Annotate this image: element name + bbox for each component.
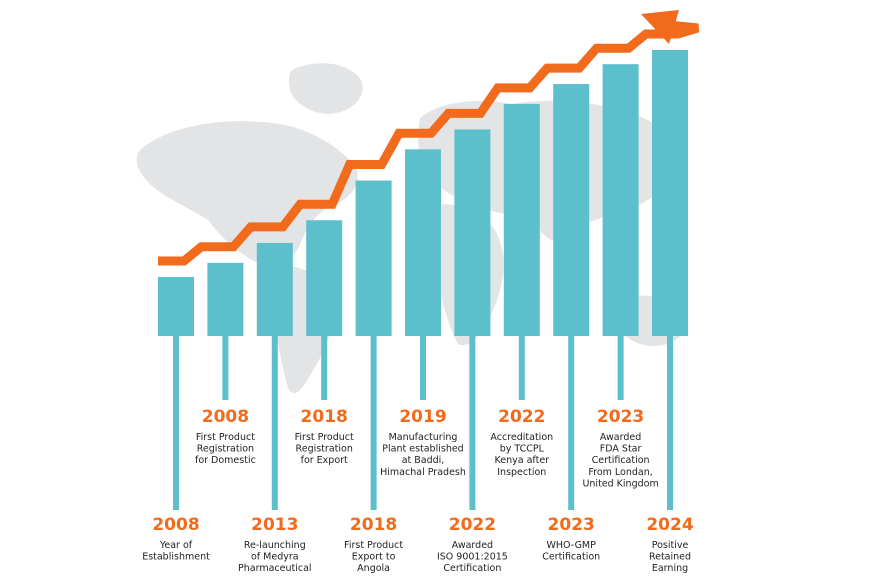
arrow-head-icon (641, 10, 679, 44)
timeline-stem (370, 334, 377, 510)
milestone-description-line: for Export (301, 455, 348, 466)
milestone-description-line: of Medyra (251, 552, 299, 563)
milestone-bar (652, 50, 688, 336)
timeline-stem (173, 334, 179, 510)
timeline-stem (420, 334, 426, 400)
milestone-year: 2024 (646, 515, 693, 535)
milestone-description-line: Manufacturing (389, 432, 458, 443)
milestone-bar (306, 220, 343, 336)
milestone-bar (355, 180, 392, 336)
timeline-stem (222, 334, 229, 400)
milestone-year: 2023 (597, 407, 644, 427)
milestone-bar (553, 84, 590, 336)
milestone-description-line: Year of (159, 540, 193, 551)
timeline-stem (271, 334, 278, 510)
milestone-description-line: by TCCPL (500, 444, 545, 455)
milestone-description-line: FDA Star (600, 444, 642, 455)
milestone-year: 2008 (202, 407, 249, 427)
milestone-description-line: Himachal Pradesh (380, 467, 466, 478)
milestone-year: 2008 (152, 515, 199, 535)
milestone-description-line: Awarded (452, 540, 493, 551)
timeline-stem (469, 334, 476, 510)
growth-bars (158, 50, 688, 336)
milestone-description-line: Awarded (600, 432, 641, 443)
milestone-description-line: for Domestic (195, 455, 256, 466)
milestone-description-line: Inspection (497, 467, 546, 478)
milestone-year: 2018 (301, 407, 348, 427)
milestone-description-line: Certification (542, 552, 600, 563)
milestone-year: 2018 (350, 515, 397, 535)
milestone-description-line: Plant established (382, 444, 463, 455)
milestone-year: 2019 (399, 407, 446, 427)
milestone-year: 2023 (548, 515, 595, 535)
timeline-stem (321, 334, 328, 400)
milestone-description-line: Registration (296, 444, 353, 455)
milestone-bar (158, 277, 194, 336)
milestone-bar (503, 103, 540, 336)
milestone-bar (602, 64, 639, 336)
milestone-description-line: Establishment (142, 552, 210, 563)
milestone-year: 2013 (251, 515, 298, 535)
milestone-description-line: Re-launching (244, 540, 306, 551)
timeline-stem (568, 334, 575, 510)
milestone-description-line: Certification (443, 563, 501, 574)
milestone-description-line: From Londan, (588, 467, 652, 478)
milestone-bar (207, 262, 244, 336)
milestone-bar (256, 242, 293, 336)
milestone-description-line: Positive (652, 540, 689, 551)
milestone-description-line: Angola (357, 563, 390, 574)
milestone-year: 2022 (498, 407, 545, 427)
milestone-description-line: at Baddi, (402, 455, 445, 466)
timeline-stem (617, 334, 624, 400)
milestone-description-line: Pharmaceutical (238, 563, 312, 574)
growth-arrow (158, 10, 700, 266)
timeline-stems (173, 334, 673, 510)
milestone-description-line: First Product (295, 432, 354, 443)
milestone-description-line: WHO-GMP (547, 540, 597, 551)
milestone-description-line: Accreditation (490, 432, 553, 443)
timeline-stem (667, 334, 673, 510)
milestone-year: 2022 (449, 515, 496, 535)
timeline-stem (518, 334, 525, 400)
milestone-description-line: Kenya after (495, 455, 550, 466)
milestone-description-line: First Product (344, 540, 403, 551)
milestone-description-line: ISO 9001:2015 (437, 552, 508, 563)
milestone-description-line: Earning (652, 563, 688, 574)
milestone-description-line: First Product (196, 432, 255, 443)
growth-arrow-line (158, 19, 700, 266)
milestone-description-line: Retained (649, 552, 691, 563)
milestone-description-line: Registration (197, 444, 254, 455)
milestone-bar (454, 129, 491, 336)
milestone-bar (405, 149, 441, 336)
milestone-description-line: United Kingdom (582, 478, 658, 489)
milestone-description-line: Export to (352, 552, 396, 563)
milestone-description-line: Certification (592, 455, 650, 466)
